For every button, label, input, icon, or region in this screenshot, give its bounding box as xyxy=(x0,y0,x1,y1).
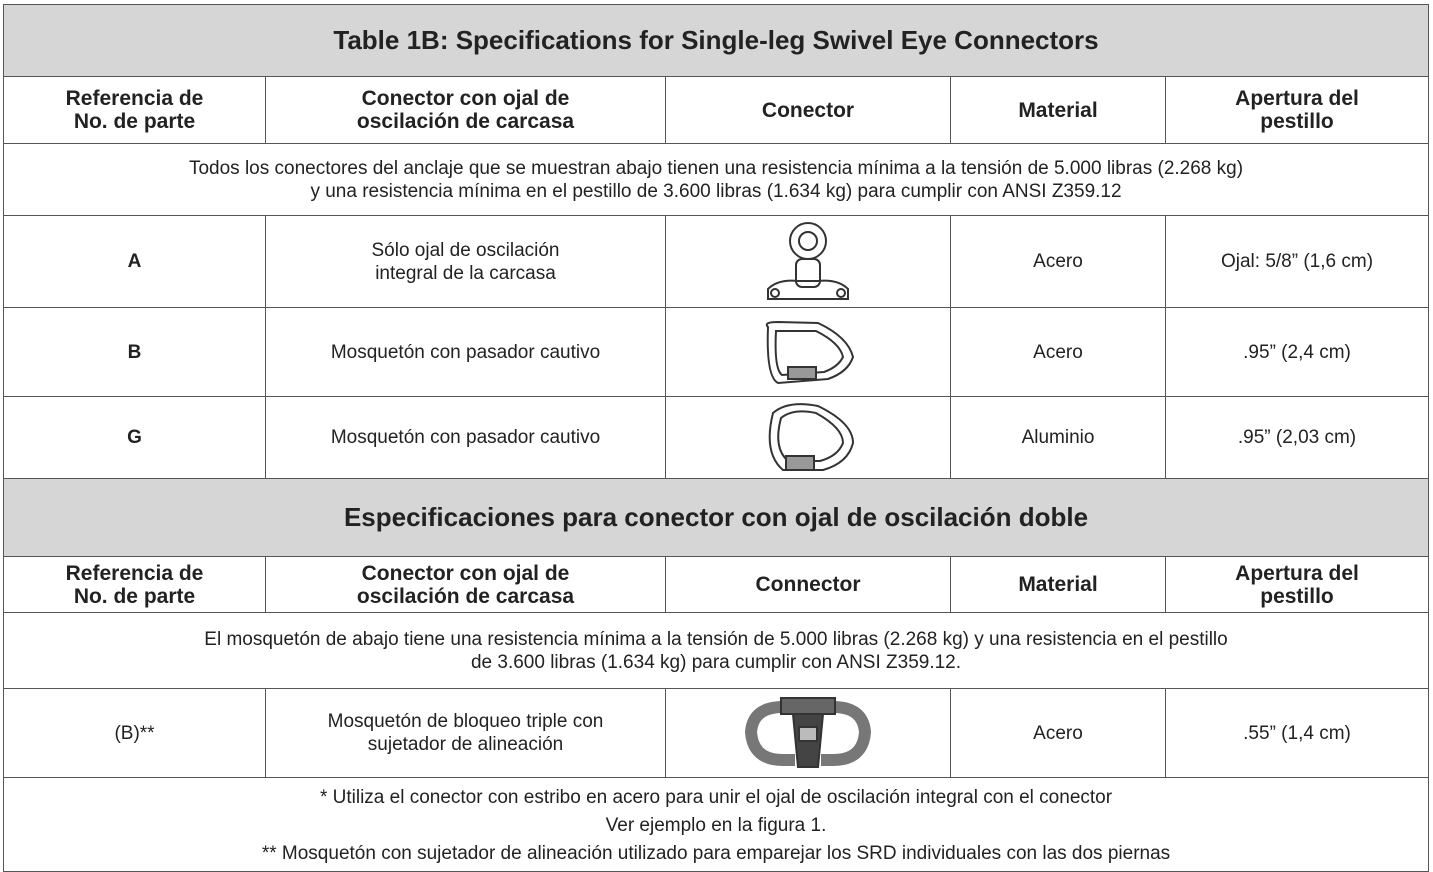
description-cell: Mosquetón con pasador cautivo xyxy=(265,307,666,397)
text-line: Acero xyxy=(1033,341,1083,363)
text-line: Sólo ojal de oscilación xyxy=(371,239,560,261)
text-line: El mosquetón de abajo tiene una resisten… xyxy=(204,628,1228,650)
header-cell: Connector xyxy=(665,556,951,613)
material-cell: Aluminio xyxy=(950,396,1166,479)
text-line: Connector xyxy=(755,573,861,596)
header-cell: Conector con ojal de oscilación de carcas… xyxy=(265,76,666,144)
text-line: Mosquetón con pasador cautivo xyxy=(330,341,601,363)
text-line: G xyxy=(127,427,142,448)
text-line: * Utiliza el conector con estribo en ace… xyxy=(319,787,1113,808)
table-row: (B)** Mosquetón de bloqueo triple con suje… xyxy=(3,688,1430,778)
text-line: Material xyxy=(1018,98,1098,122)
table-row: Table 1B: Specifications for Single-leg … xyxy=(2,4,1430,77)
text-line: oscilación de carcasa xyxy=(356,584,575,608)
text-line: No. de parte xyxy=(73,110,196,133)
image-cell xyxy=(665,396,951,479)
table-row: Todos los conectores del anclaje que se … xyxy=(2,143,1430,216)
text-line: Acero xyxy=(1033,722,1083,744)
text-line: (B)** xyxy=(114,722,155,744)
text-line: .55” (1,4 cm) xyxy=(1243,722,1351,744)
text-line: No. de parte xyxy=(73,584,196,608)
text-line: Referencia de xyxy=(65,87,204,110)
opening-cell: Ojal: 5/8” (1,6 cm) xyxy=(1164,215,1430,308)
ref-cell: A xyxy=(3,215,266,308)
footnotes: * Utiliza el conector con estribo en ace… xyxy=(2,777,1430,872)
section-title: Especificaciones para conector con ojal … xyxy=(2,478,1430,557)
text-line: B xyxy=(127,341,142,363)
text-line: de 3.600 libras (1.634 kg) para cumplir … xyxy=(470,651,962,673)
text-line: Material xyxy=(1018,573,1098,596)
header-cell: Conector xyxy=(665,76,951,144)
material-cell: Acero xyxy=(950,307,1166,397)
text-line: Conector xyxy=(761,98,855,122)
opening-cell: .55” (1,4 cm) xyxy=(1164,688,1430,778)
section-title: Table 1B: Specifications for Single-leg … xyxy=(2,4,1430,77)
connector-icon xyxy=(744,697,872,768)
connector-icon xyxy=(765,320,855,385)
material-cell: Acero xyxy=(950,215,1166,308)
text-line: Aluminio xyxy=(1021,427,1095,448)
table-row: G Mosquetón con pasador cautivo Aluminio .9… xyxy=(3,396,1430,479)
table-row: Referencia de No. de parte Conector con oj… xyxy=(3,76,1430,144)
opening-cell: .95” (2,03 cm) xyxy=(1164,396,1430,479)
material-cell: Acero xyxy=(950,688,1166,778)
description-cell: Mosquetón de bloqueo triple con sujetador… xyxy=(265,688,666,778)
text-line: Referencia de xyxy=(65,561,204,585)
text-line: oscilación de carcasa xyxy=(356,110,575,133)
header-cell: Referencia de No. de parte xyxy=(3,76,266,144)
text-line: sujetador de alineación xyxy=(367,734,564,755)
text-line: .95” (2,03 cm) xyxy=(1237,427,1357,448)
text-line: .95” (2,4 cm) xyxy=(1243,341,1351,363)
text-line: Conector con ojal de xyxy=(361,561,570,585)
text-line: pestillo xyxy=(1260,110,1334,133)
header-cell: Apertura del pestillo xyxy=(1164,556,1430,613)
text-line: Table 1B: Specifications for Single-leg … xyxy=(333,25,1099,55)
connector-icon xyxy=(767,222,849,300)
text-line: Mosquetón con pasador cautivo xyxy=(330,427,601,448)
text-line: y una resistencia mínima en el pestillo … xyxy=(310,180,1122,202)
connector-icon xyxy=(768,402,855,471)
text-line: Conector con ojal de xyxy=(361,87,570,110)
header-cell: Apertura del pestillo xyxy=(1164,76,1430,144)
header-cell: Material xyxy=(950,76,1166,144)
text-line: Todos los conectores del anclaje que se … xyxy=(188,157,1244,179)
text-line: Ojal: 5/8” (1,6 cm) xyxy=(1220,251,1374,272)
text-line: Apertura del xyxy=(1235,87,1359,110)
header-cell: Material xyxy=(950,556,1166,613)
ref-cell: B xyxy=(3,307,266,397)
table-row: El mosquetón de abajo tiene una resisten… xyxy=(2,612,1430,689)
table-row: * Utiliza el conector con estribo en ace… xyxy=(2,777,1430,872)
note-cell: El mosquetón de abajo tiene una resisten… xyxy=(2,612,1430,689)
description-cell: Sólo ojal de oscilación integral de la ca… xyxy=(265,215,666,308)
text-line: Acero xyxy=(1033,251,1083,272)
text-line: Apertura del xyxy=(1235,561,1359,585)
description-cell: Mosquetón con pasador cautivo xyxy=(265,396,666,479)
text-line: Ver ejemplo en la figura 1. xyxy=(605,815,827,836)
image-cell xyxy=(665,307,951,397)
text-line: Especificaciones para conector con ojal … xyxy=(343,502,1089,532)
table-row: Especificaciones para conector con ojal … xyxy=(2,478,1430,557)
opening-cell: .95” (2,4 cm) xyxy=(1164,307,1430,397)
text-line: A xyxy=(127,251,142,272)
header-cell: Referencia de No. de parte xyxy=(3,556,266,613)
table-row: Referencia de No. de parte Conector con oj… xyxy=(3,556,1430,613)
table-body: Table 1B: Specifications for Single-leg … xyxy=(2,4,1430,872)
note-cell: Todos los conectores del anclaje que se … xyxy=(2,143,1430,216)
image-cell xyxy=(665,688,951,778)
text-line: Mosquetón de bloqueo triple con xyxy=(327,711,604,732)
header-cell: Conector con ojal de oscilación de carcas… xyxy=(265,556,666,613)
spec-table: Table 1B: Specifications for Single-leg … xyxy=(2,4,1430,872)
text-line: integral de la carcasa xyxy=(375,262,556,284)
text-line: ** Mosquetón con sujetador de alineación… xyxy=(261,843,1171,864)
image-cell xyxy=(665,215,951,308)
ref-cell: G xyxy=(3,396,266,479)
text-line: pestillo xyxy=(1260,584,1334,608)
ref-cell: (B)** xyxy=(3,688,266,778)
table-row: B Mosquetón con pasador cautivo Acero .95” … xyxy=(3,307,1430,397)
table-row: A Sólo ojal de oscilación integral de la c… xyxy=(3,215,1430,308)
